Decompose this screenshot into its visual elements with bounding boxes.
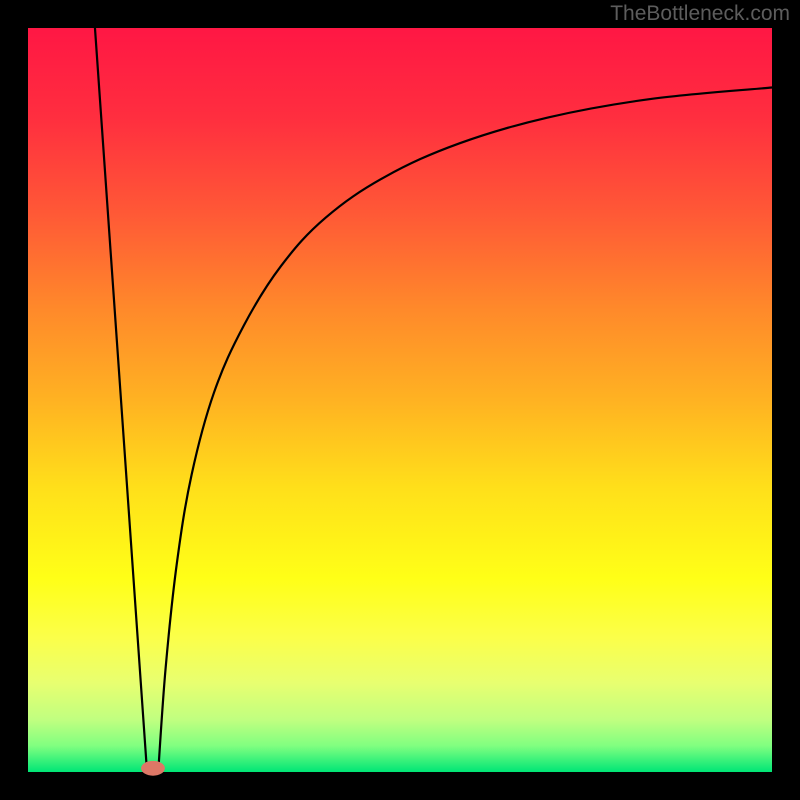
chart-container: TheBottleneck.com [0,0,800,800]
minimum-marker [141,761,165,776]
watermark-text: TheBottleneck.com [610,2,790,26]
bottleneck-chart [0,0,800,800]
